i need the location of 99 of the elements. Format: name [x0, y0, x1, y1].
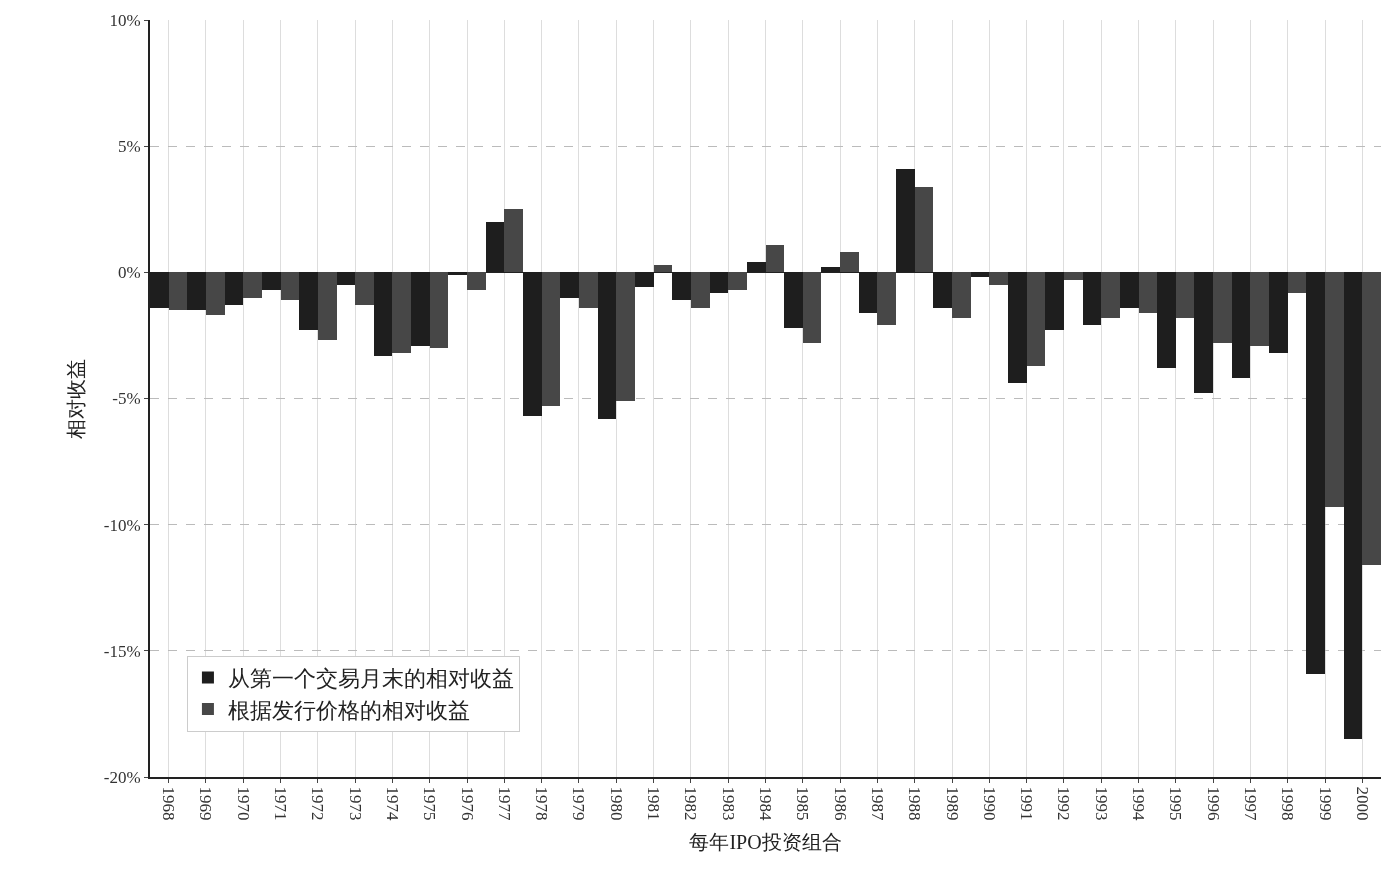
x-tick-label: 1975	[420, 786, 440, 821]
legend-label: 从第一个交易月末的相对收益	[227, 665, 514, 691]
bar	[1232, 272, 1250, 378]
y-axis-title: 相对收益	[64, 358, 87, 439]
bar	[225, 272, 243, 305]
x-tick-label: 1992	[1054, 786, 1074, 821]
x-tick-label: 1986	[830, 786, 850, 821]
bar	[654, 265, 672, 272]
bar	[1120, 272, 1139, 308]
x-tick-label: 1998	[1278, 786, 1298, 821]
x-tick-label: 1981	[644, 786, 664, 821]
x-tick-label: 1993	[1091, 786, 1111, 821]
bar	[598, 272, 616, 419]
bar	[1083, 272, 1101, 325]
bar	[691, 272, 710, 308]
bar	[448, 272, 467, 275]
y-tick-label: -10%	[103, 515, 141, 535]
bar	[560, 272, 579, 298]
x-tick-label: 1974	[382, 786, 402, 821]
x-tick-label: 1984	[755, 786, 775, 821]
x-tick-label: 1982	[681, 786, 701, 821]
bar	[1306, 272, 1325, 674]
bar	[1194, 272, 1213, 393]
x-tick-label: 1991	[1017, 786, 1037, 821]
y-tick-label: -5%	[112, 389, 141, 409]
bar	[281, 272, 299, 300]
y-tick-label: -20%	[103, 767, 141, 787]
bar	[616, 272, 635, 401]
x-tick-label: 1985	[793, 786, 813, 821]
bar	[542, 272, 560, 406]
bar	[840, 252, 859, 272]
x-tick-label: 1988	[905, 786, 925, 821]
x-tick-label: 1978	[532, 786, 552, 821]
bar	[1008, 272, 1027, 383]
bar	[504, 209, 523, 272]
x-tick-label: 1979	[569, 786, 589, 821]
y-tick-label: -15%	[103, 641, 141, 661]
bar	[766, 245, 784, 272]
bar	[1213, 272, 1232, 343]
x-axis-title: 每年IPO投资组合	[689, 830, 842, 853]
bar	[243, 272, 262, 298]
bar	[989, 272, 1008, 285]
x-tick-label: 1997	[1240, 786, 1260, 821]
bar	[411, 272, 430, 346]
bar	[1157, 272, 1176, 368]
x-tick-label: 1970	[233, 786, 253, 821]
x-tick-label: 1990	[979, 786, 999, 821]
x-tick-label: 1973	[345, 786, 365, 821]
x-tick-label: 1983	[718, 786, 738, 821]
bar	[169, 272, 187, 310]
bar	[579, 272, 598, 308]
x-tick-label: 1972	[308, 786, 328, 821]
bar	[1362, 272, 1381, 565]
bar	[952, 272, 971, 318]
bar	[1027, 272, 1045, 366]
bar	[1045, 272, 1064, 330]
x-tick-label: 1995	[1166, 786, 1186, 821]
bar	[728, 272, 747, 290]
x-tick-label: 1977	[494, 786, 514, 821]
bar	[392, 272, 411, 353]
bar	[299, 272, 318, 330]
bar	[1139, 272, 1157, 313]
bar	[803, 272, 821, 343]
bar	[355, 272, 374, 305]
bar	[1176, 272, 1194, 318]
x-tick-label: 1999	[1315, 786, 1335, 821]
x-tick-label: 1994	[1129, 786, 1149, 821]
x-tick-label: 1971	[271, 786, 291, 821]
bar	[374, 272, 392, 356]
x-tick-label: 2000	[1352, 786, 1372, 821]
bar	[971, 272, 989, 277]
x-tick-label: 1976	[457, 786, 477, 821]
bar	[1344, 272, 1362, 739]
bar	[1288, 272, 1306, 293]
bar	[206, 272, 225, 315]
x-tick-label: 1980	[606, 786, 626, 821]
x-tick-label: 1969	[196, 786, 216, 821]
bar	[430, 272, 448, 348]
x-tick-label: 1989	[942, 786, 962, 821]
legend-label: 根据发行价格的相对收益	[227, 697, 470, 723]
bar	[1269, 272, 1288, 353]
bar	[915, 187, 933, 272]
bar	[337, 272, 355, 285]
bar	[1064, 272, 1083, 280]
x-tick-label: 1968	[159, 786, 179, 821]
bar	[1101, 272, 1120, 318]
x-tick-label: 1996	[1203, 786, 1223, 821]
bar	[1250, 272, 1269, 346]
y-tick-label: 0%	[117, 263, 141, 283]
x-tick-label: 1987	[867, 786, 887, 821]
bar	[318, 272, 337, 340]
bar	[187, 272, 206, 310]
bar	[467, 272, 486, 290]
y-tick-label: 10%	[109, 10, 141, 30]
y-tick-label: 5%	[117, 137, 141, 157]
bar	[710, 272, 728, 293]
bar	[877, 272, 896, 325]
bar	[1325, 272, 1344, 507]
bar	[262, 272, 281, 290]
